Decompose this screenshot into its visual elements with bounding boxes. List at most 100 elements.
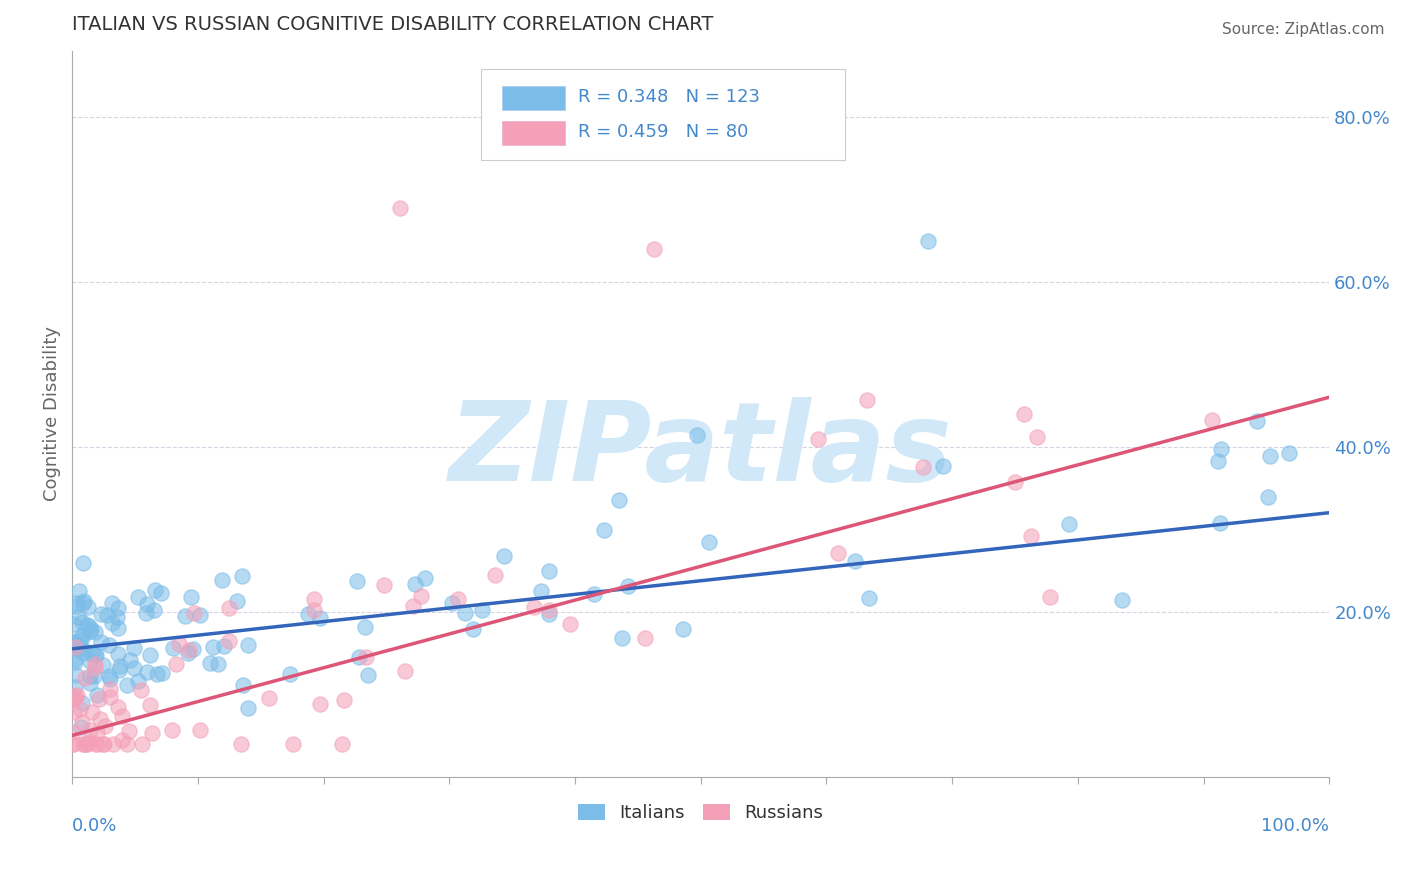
Point bbox=[98, 669, 121, 683]
Point bbox=[1246, 414, 1268, 428]
Point bbox=[211, 573, 233, 587]
Point bbox=[174, 609, 197, 624]
Point bbox=[463, 622, 485, 636]
Point bbox=[98, 690, 121, 705]
Point bbox=[86, 726, 108, 740]
Point bbox=[76, 737, 98, 751]
Point bbox=[135, 597, 157, 611]
Point bbox=[108, 664, 131, 678]
Point bbox=[98, 672, 121, 686]
Point bbox=[69, 629, 91, 643]
Point bbox=[686, 428, 709, 442]
Point bbox=[97, 638, 120, 652]
Point bbox=[190, 608, 212, 623]
Point bbox=[86, 737, 108, 751]
Point bbox=[80, 622, 103, 636]
Point bbox=[139, 698, 162, 713]
Point bbox=[232, 677, 254, 691]
Point bbox=[69, 702, 91, 716]
Point bbox=[65, 635, 87, 649]
Point bbox=[409, 589, 432, 603]
Point bbox=[212, 640, 235, 654]
Point bbox=[96, 608, 118, 623]
Point bbox=[634, 632, 657, 646]
Point bbox=[75, 671, 97, 685]
Point bbox=[62, 725, 84, 739]
Point bbox=[107, 647, 129, 661]
Point bbox=[93, 737, 115, 751]
FancyBboxPatch shape bbox=[481, 69, 845, 160]
Point bbox=[607, 492, 630, 507]
Point bbox=[66, 596, 89, 610]
Point bbox=[672, 622, 695, 636]
Point bbox=[63, 652, 86, 666]
Point bbox=[79, 624, 101, 638]
Point bbox=[79, 676, 101, 690]
Point bbox=[77, 619, 100, 633]
Point bbox=[65, 655, 87, 669]
Point bbox=[844, 554, 866, 568]
Point bbox=[558, 616, 581, 631]
Point bbox=[72, 737, 94, 751]
Point bbox=[394, 664, 416, 678]
Point bbox=[62, 691, 84, 706]
Point bbox=[67, 584, 90, 599]
Point bbox=[70, 714, 93, 729]
Point bbox=[138, 648, 160, 663]
Point bbox=[932, 458, 955, 473]
Point bbox=[84, 657, 107, 671]
Point bbox=[827, 545, 849, 559]
Point bbox=[108, 659, 131, 673]
Point bbox=[1057, 516, 1080, 531]
Point bbox=[63, 691, 86, 706]
Point bbox=[537, 607, 560, 621]
Point bbox=[484, 567, 506, 582]
Point bbox=[643, 242, 665, 256]
Point bbox=[1019, 528, 1042, 542]
Point bbox=[63, 680, 86, 694]
Point bbox=[62, 634, 84, 648]
Point bbox=[297, 607, 319, 621]
Point bbox=[218, 600, 240, 615]
Point bbox=[207, 657, 229, 671]
Point bbox=[80, 647, 103, 661]
Point bbox=[65, 688, 87, 702]
Point bbox=[302, 603, 325, 617]
Point bbox=[122, 661, 145, 675]
Point bbox=[373, 577, 395, 591]
Point bbox=[129, 682, 152, 697]
Point bbox=[100, 596, 122, 610]
Point bbox=[150, 665, 173, 680]
Point bbox=[63, 689, 86, 703]
Point bbox=[120, 653, 142, 667]
Point bbox=[115, 678, 138, 692]
Point bbox=[177, 646, 200, 660]
Point bbox=[65, 599, 87, 614]
Point bbox=[912, 459, 935, 474]
Point bbox=[90, 607, 112, 622]
Point bbox=[231, 569, 253, 583]
Point bbox=[179, 642, 201, 657]
Point bbox=[494, 549, 516, 563]
Point bbox=[402, 599, 425, 613]
Point bbox=[617, 579, 640, 593]
Point bbox=[122, 640, 145, 655]
Point bbox=[127, 590, 149, 604]
Point bbox=[149, 585, 172, 599]
Text: ITALIAN VS RUSSIAN COGNITIVE DISABILITY CORRELATION CHART: ITALIAN VS RUSSIAN COGNITIVE DISABILITY … bbox=[72, 15, 714, 34]
Point bbox=[917, 234, 939, 248]
Point bbox=[302, 592, 325, 607]
Point bbox=[1004, 475, 1026, 489]
Point bbox=[141, 726, 163, 740]
Point bbox=[84, 648, 107, 662]
Point bbox=[357, 668, 380, 682]
Point bbox=[67, 610, 90, 624]
Point bbox=[91, 737, 114, 751]
Text: 0.0%: 0.0% bbox=[72, 816, 118, 835]
Point bbox=[73, 737, 96, 751]
Text: Source: ZipAtlas.com: Source: ZipAtlas.com bbox=[1222, 22, 1385, 37]
Point bbox=[1039, 590, 1062, 604]
Text: 100.0%: 100.0% bbox=[1261, 816, 1329, 835]
Point bbox=[84, 661, 107, 675]
Point bbox=[1201, 413, 1223, 427]
